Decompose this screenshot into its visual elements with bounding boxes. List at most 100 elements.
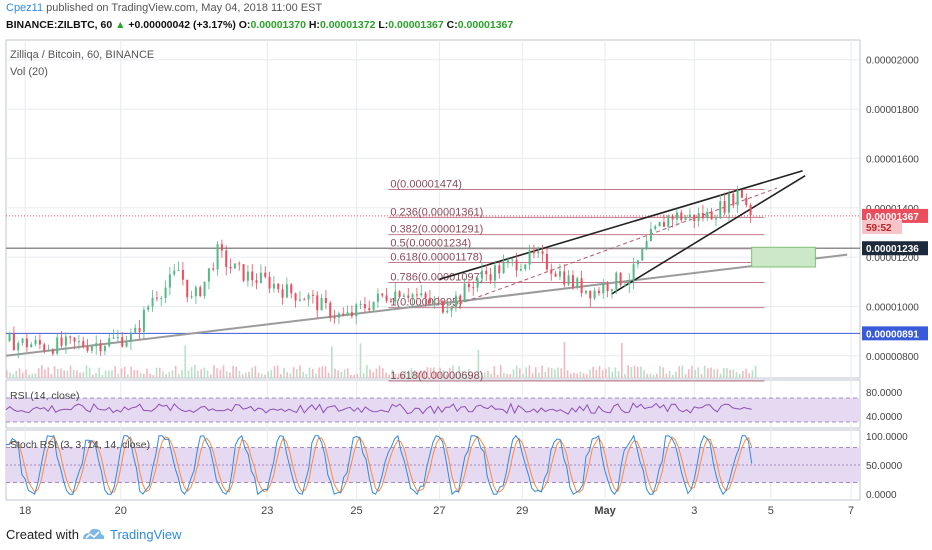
candle-body (740, 190, 743, 198)
volume-bar (197, 370, 199, 378)
volume-bar (292, 367, 295, 378)
candle-body (641, 249, 644, 261)
volume-bar (235, 366, 238, 378)
time-axis[interactable]: 18 20 23 25 27 29 May 3 5 7 (19, 505, 854, 517)
candle-body (675, 212, 678, 220)
candle-body (199, 287, 202, 296)
volume-bar (528, 365, 531, 378)
close-label: C: (446, 19, 458, 31)
price-tick-label: 0.00001800 (866, 105, 919, 116)
candle-body (480, 270, 483, 279)
chart-canvas[interactable]: 0(0.00001474) 0.236(0.00001361) 0.382(0.00… (0, 38, 932, 520)
candle-body (584, 290, 587, 294)
volume-bar (315, 373, 317, 378)
volume-bar (321, 366, 324, 378)
candle-body (251, 271, 254, 281)
volume-bar (681, 365, 684, 378)
volume-bar (713, 369, 716, 378)
volume-bar (34, 373, 37, 378)
candle-body (459, 295, 462, 303)
candle-body (190, 296, 193, 298)
candle-body (112, 337, 115, 339)
volume-bar (66, 370, 69, 378)
candle-body (485, 270, 488, 275)
volume-bar (621, 342, 623, 378)
price-panel[interactable]: 0(0.00001474) 0.236(0.00001361) 0.382(0.00… (5, 169, 860, 382)
candle-body (476, 278, 479, 288)
publish-line: Cpez11 published on TradingView.com, May… (6, 2, 322, 14)
volume-bar (410, 368, 413, 378)
time-tick-label: 29 (516, 505, 528, 517)
volume-bar (340, 371, 343, 378)
stoch-k-line (5, 434, 753, 496)
candle-body (493, 265, 496, 281)
fib-trend-dashed (451, 187, 778, 307)
volume-bar (426, 367, 429, 378)
candle-body (589, 290, 592, 299)
stoch-rsi-panel[interactable]: 100.0000 50.0000 0.0000 (5, 432, 908, 501)
candle-body (316, 295, 319, 311)
volume-bar (649, 373, 652, 378)
volume-bar (662, 367, 665, 378)
volume-bar (171, 370, 174, 378)
candle-body (311, 294, 314, 296)
symbol-legend-title: Zilliqa / Bitcoin, 60, BINANCE (10, 49, 154, 61)
candle-body (259, 272, 262, 283)
volume-bar (391, 369, 394, 378)
volume-bar (18, 368, 21, 378)
volume-bar (550, 367, 553, 378)
volume-bar (423, 370, 426, 378)
volume-bar (703, 365, 706, 378)
volume-bar (283, 367, 285, 378)
volume-bar (452, 365, 454, 378)
candle-body (567, 275, 570, 285)
volume-bar (9, 372, 11, 378)
volume-bar (566, 370, 569, 378)
candle-body (233, 263, 236, 269)
candle-body (545, 253, 548, 270)
candle-body (571, 275, 574, 288)
candle-body (437, 300, 440, 302)
volume-bar (95, 372, 97, 378)
volume-bar (311, 368, 314, 378)
volume-bar (509, 374, 512, 378)
ohlc-line: BINANCE:ZILBTC, 60 ▲ +0.00000042 (+3.17%… (6, 19, 513, 31)
volume-bar (464, 373, 467, 378)
volume-bar (53, 366, 56, 378)
volume-bar (748, 373, 751, 378)
candle-body (82, 341, 85, 347)
candle-body (693, 214, 696, 222)
candle-body (519, 269, 522, 271)
candle-body (402, 295, 405, 297)
tradingview-brand[interactable]: TradingView (110, 527, 182, 542)
wedge-lower-line (611, 175, 806, 295)
author-link[interactable]: Cpez11 (6, 2, 44, 14)
stoch-tick-label: 100.0000 (866, 432, 908, 443)
candle-body (207, 268, 210, 282)
volume-bar (222, 365, 225, 378)
volume-bar (726, 368, 728, 378)
volume-bar (6, 370, 8, 378)
volume-bar (547, 367, 550, 378)
grid (5, 39, 861, 501)
candle-body (407, 295, 410, 298)
volume-bar (729, 369, 731, 378)
volume-bar (382, 368, 384, 378)
price-tick-label: 0.00000800 (866, 352, 919, 363)
volume-bar (72, 370, 75, 378)
candle-body (524, 264, 527, 270)
volume-bar (104, 370, 107, 378)
candle-body (701, 213, 704, 219)
volume-bar (267, 371, 269, 378)
candle-body (706, 211, 709, 219)
volume-bar (496, 374, 499, 378)
price-axis[interactable]: 0.000020000.000018000.000016000.00001400… (862, 56, 928, 363)
candle-body (710, 211, 713, 220)
candle-body (606, 284, 609, 291)
volume-bar (697, 367, 700, 378)
volume-bar (751, 370, 754, 378)
candle-body (597, 290, 600, 294)
rsi-panel[interactable]: 80.0000 40.0000 (5, 388, 903, 423)
volume-bar (471, 374, 473, 378)
candle-body (21, 338, 24, 343)
